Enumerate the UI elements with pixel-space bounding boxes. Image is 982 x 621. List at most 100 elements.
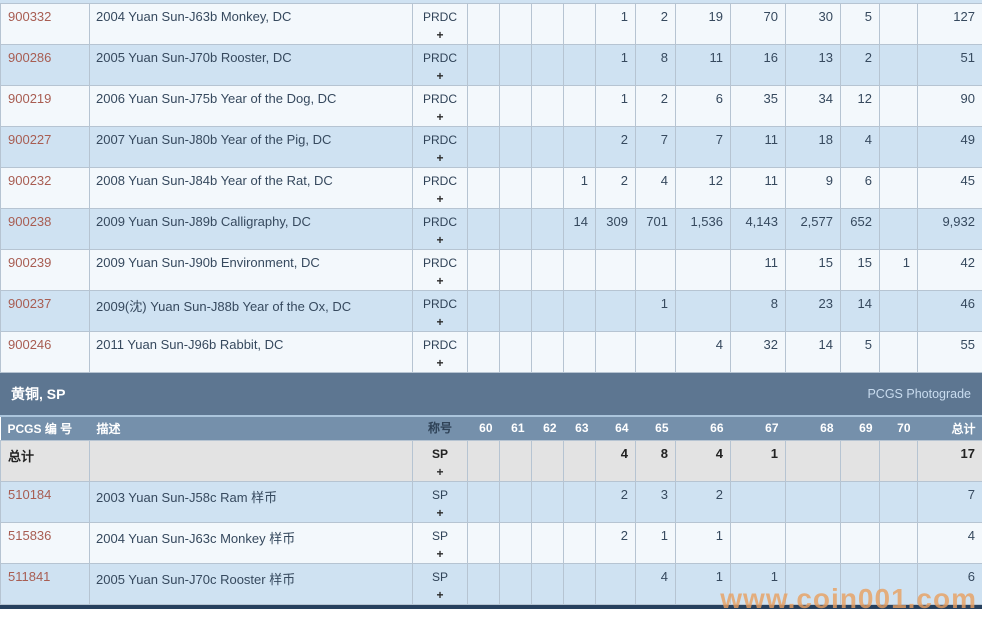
grade-60-cell xyxy=(467,3,500,45)
grade-60-cell xyxy=(467,167,500,209)
header-total: 总计 xyxy=(917,417,982,440)
grade-64-cell xyxy=(595,249,636,291)
row-total-cell: 51 xyxy=(917,44,982,86)
grade-61-cell xyxy=(499,126,532,168)
grade-69-cell: 12 xyxy=(840,85,880,127)
grade-60-cell xyxy=(467,439,500,482)
description-cell: 2008 Yuan Sun-J84b Year of the Rat, DC xyxy=(89,167,413,209)
designation-label: PRDC xyxy=(422,338,457,352)
pcgs-id-cell: 515836 xyxy=(0,521,90,564)
grade-67-cell: 8 xyxy=(730,290,786,332)
row-total-cell: 6 xyxy=(917,562,982,605)
grade-60-cell xyxy=(467,208,500,250)
pcgs-id-link[interactable]: 900227 xyxy=(8,132,52,147)
header-grade-62: 62 xyxy=(531,417,564,440)
coin-description: 2009 Yuan Sun-J90b Environment, DC xyxy=(96,255,320,270)
grade-69-cell: 15 xyxy=(840,249,880,291)
designation-label: SP xyxy=(431,446,448,461)
designation-cell: PRDC + xyxy=(412,331,468,373)
grade-63-cell xyxy=(563,44,596,86)
header-description: 描述 xyxy=(89,417,413,440)
designation-cell: SP + xyxy=(412,439,468,482)
bottom-border-bar xyxy=(0,604,982,609)
table-row: 511841 2005 Yuan Sun-J70c Rooster 样币 SP +4 1… xyxy=(0,562,982,605)
pcgs-id-link[interactable]: 900237 xyxy=(8,296,52,311)
pcgs-id-link[interactable]: 900232 xyxy=(8,173,52,188)
designation-cell: PRDC + xyxy=(412,167,468,209)
designation-cell: PRDC + xyxy=(412,85,468,127)
pcgs-id-link[interactable]: 900246 xyxy=(8,337,52,352)
grade-63-cell: 1 xyxy=(563,167,596,209)
grade-68-cell: 13 xyxy=(785,44,841,86)
grade-62-cell xyxy=(531,439,564,482)
grade-63-cell xyxy=(563,439,596,482)
grade-66-cell: 19 xyxy=(675,3,731,45)
table-row: 900232 2008 Yuan Sun-J84b Year of the Rat… xyxy=(0,167,982,209)
designation-plus: + xyxy=(436,233,444,247)
grade-69-cell xyxy=(840,562,880,605)
grade-64-cell xyxy=(595,562,636,605)
designation-cell: SP + xyxy=(412,562,468,605)
description-cell: 2003 Yuan Sun-J58c Ram 样币 xyxy=(89,480,413,523)
designation-label: PRDC xyxy=(422,133,457,147)
designation-cell: PRDC + xyxy=(412,3,468,45)
grade-63-cell xyxy=(563,290,596,332)
description-cell: 2006 Yuan Sun-J75b Year of the Dog, DC xyxy=(89,85,413,127)
pcgs-id-link[interactable]: 515836 xyxy=(8,527,52,543)
total-row-label: 总计 xyxy=(8,448,35,464)
pcgs-id-link[interactable]: 900286 xyxy=(8,50,52,65)
grade-68-cell: 34 xyxy=(785,85,841,127)
designation-cell: PRDC + xyxy=(412,44,468,86)
grade-66-cell: 1 xyxy=(675,562,731,605)
table-row: 900227 2007 Yuan Sun-J80b Year of the Pig… xyxy=(0,126,982,168)
grade-60-cell xyxy=(467,480,500,523)
table-row: 510184 2003 Yuan Sun-J58c Ram 样币 SP +2 3 2 7 xyxy=(0,480,982,523)
table-row: 900238 2009 Yuan Sun-J89b Calligraphy, DC… xyxy=(0,208,982,250)
population-table-sp: PCGS 编 号描述 称号 60 61 62 63 64 65 66 67 68 69 70 总计 总计 S… xyxy=(0,417,982,605)
designation-label: PRDC xyxy=(422,297,457,311)
description-cell: 2004 Yuan Sun-J63b Monkey, DC xyxy=(89,3,413,45)
header-grade-66: 66 xyxy=(675,417,731,440)
section-title: 黄铜, SP xyxy=(11,386,66,402)
pcgs-id-link[interactable]: 900239 xyxy=(8,255,52,270)
grade-70-cell xyxy=(879,439,918,482)
pcgs-id-cell: 900219 xyxy=(0,85,90,127)
row-total-cell: 9,932 xyxy=(917,208,982,250)
grade-66-cell xyxy=(675,290,731,332)
grade-68-cell: 14 xyxy=(785,331,841,373)
table-row: 515836 2004 Yuan Sun-J63c Monkey 样币 SP +2 1 1… xyxy=(0,521,982,564)
grade-64-cell: 2 xyxy=(595,167,636,209)
designation-plus: + xyxy=(436,69,444,83)
table-row: 900286 2005 Yuan Sun-J70b Rooster, DC PRDC… xyxy=(0,44,982,86)
grade-63-cell xyxy=(563,249,596,291)
grade-70-cell xyxy=(879,44,918,86)
pcgs-id-link[interactable]: 900332 xyxy=(8,9,52,24)
pcgs-id-link[interactable]: 900238 xyxy=(8,214,52,229)
previous-row-edge xyxy=(0,0,982,3)
grade-65-cell: 4 xyxy=(635,562,676,605)
photograde-link[interactable]: PCGS Photograde xyxy=(867,387,971,401)
header-grade-67: 67 xyxy=(730,417,786,440)
pcgs-id-link[interactable]: 900219 xyxy=(8,91,52,106)
grade-65-cell: 8 xyxy=(635,439,676,482)
grade-64-cell: 1 xyxy=(595,44,636,86)
designation-label: PRDC xyxy=(422,51,457,65)
grade-68-cell xyxy=(785,562,841,605)
header-designation: 称号 xyxy=(412,417,468,440)
grade-68-cell xyxy=(785,521,841,564)
pcgs-id-link[interactable]: 510184 xyxy=(8,486,52,502)
grade-63-cell xyxy=(563,331,596,373)
grade-70-cell xyxy=(879,562,918,605)
coin-description: 2009 Yuan Sun-J89b Calligraphy, DC xyxy=(96,214,311,229)
grade-64-cell xyxy=(595,290,636,332)
pcgs-id-cell: 900246 xyxy=(0,331,90,373)
grade-60-cell xyxy=(467,44,500,86)
designation-plus: + xyxy=(436,274,444,288)
pcgs-id-link[interactable]: 511841 xyxy=(8,568,51,584)
grade-69-cell: 5 xyxy=(840,3,880,45)
description-cell: 2004 Yuan Sun-J63c Monkey 样币 xyxy=(89,521,413,564)
coin-description: 2006 Yuan Sun-J75b Year of the Dog, DC xyxy=(96,91,337,106)
grade-65-cell xyxy=(635,249,676,291)
grade-67-cell: 32 xyxy=(730,331,786,373)
row-total-cell: 55 xyxy=(917,331,982,373)
